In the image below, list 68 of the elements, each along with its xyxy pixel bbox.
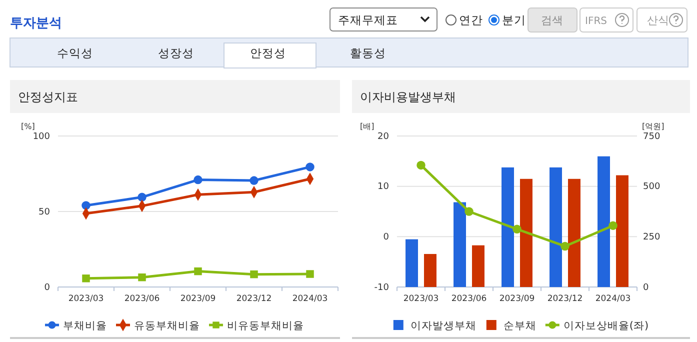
legend-label: 순부채 — [503, 320, 536, 332]
chart-title: 안정성지표 — [18, 90, 78, 104]
bar — [454, 202, 466, 287]
x-tick-label: 2024/03 — [595, 294, 631, 304]
point — [138, 273, 146, 282]
x-tick-label: 2023/12 — [547, 294, 583, 304]
text: 산식 — [647, 14, 669, 27]
point — [250, 176, 258, 185]
bar — [550, 167, 562, 287]
bar — [406, 239, 418, 287]
y2-tick-label: 750 — [643, 132, 660, 142]
text: 투자분석 — [10, 16, 62, 31]
x-tick-label: 2023/09 — [180, 294, 216, 304]
y-tick-label: -10 — [374, 282, 390, 293]
legend-label: 이자발생부채 — [410, 320, 476, 332]
point — [608, 221, 618, 230]
point — [306, 270, 314, 278]
legend-label: 유동부채비율 — [134, 320, 200, 332]
y-tick-label: 20 — [378, 132, 390, 142]
x-tick-label: 2023/06 — [124, 294, 160, 304]
point — [138, 192, 146, 202]
x-tick-label: 2024/03 — [292, 294, 328, 304]
y2-tick-label: 500 — [643, 182, 660, 192]
x-tick-label: 2023/06 — [451, 294, 487, 304]
text: 분기 — [502, 13, 526, 27]
legend-label: 비유동부채비율 — [227, 320, 304, 332]
text: 활동성 — [350, 46, 386, 60]
y-tick-label: 0 — [383, 232, 390, 243]
point — [464, 207, 474, 216]
point — [416, 160, 426, 170]
text: 성장성 — [158, 46, 194, 60]
point — [194, 175, 202, 184]
y-axis-title: [%] — [21, 122, 35, 131]
text: 수익성 — [57, 46, 93, 60]
point — [250, 270, 258, 278]
bar — [616, 175, 628, 287]
text: 연간 — [459, 13, 483, 27]
y2-axis-title: [억원] — [642, 122, 664, 131]
bar — [598, 156, 610, 287]
point — [82, 201, 90, 210]
point — [560, 242, 570, 251]
bar — [520, 178, 532, 287]
point — [194, 267, 202, 276]
x-tick-label: 2023/03 — [68, 294, 104, 304]
y2-tick-label: 0 — [643, 282, 649, 293]
y-tick-label: 50 — [38, 207, 50, 218]
bar — [472, 245, 484, 287]
legend-label: 부채비율 — [63, 320, 107, 332]
point — [306, 162, 314, 172]
bar — [568, 178, 580, 287]
x-tick-label: 2023/12 — [236, 294, 272, 304]
y2-tick-label: 250 — [643, 232, 660, 243]
y-tick-label: 0 — [44, 282, 50, 293]
legend-label: 이자보상배율(좌) — [563, 320, 649, 332]
point — [512, 224, 522, 234]
y-axis-title: [배] — [360, 122, 374, 131]
text: 안정성 — [250, 46, 286, 60]
text: 검색 — [541, 14, 563, 27]
chart-title: 이자비용발생부채 — [360, 90, 456, 104]
point — [82, 274, 90, 282]
y-tick-label: 100 — [32, 132, 50, 142]
text: IFRS — [585, 16, 607, 27]
y-tick-label: 10 — [378, 182, 390, 192]
bar — [424, 254, 436, 287]
bar — [502, 167, 514, 287]
x-tick-label: 2023/09 — [499, 294, 535, 304]
x-tick-label: 2023/03 — [403, 294, 439, 304]
text: 주재무제표 — [338, 13, 398, 27]
